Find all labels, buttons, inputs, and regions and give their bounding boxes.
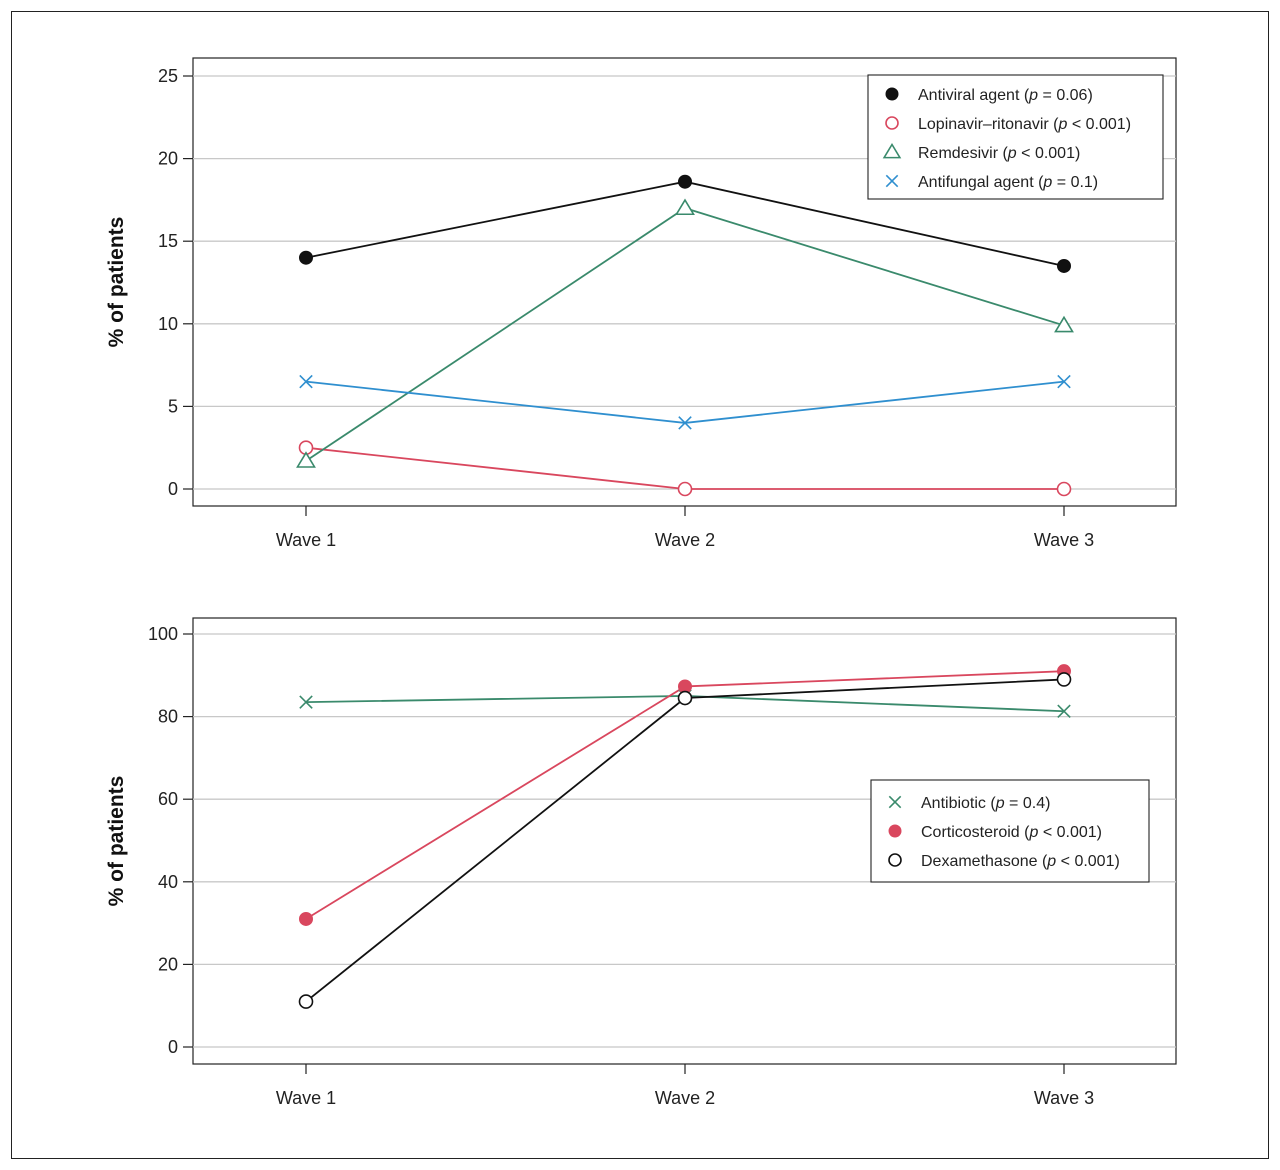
panel-1-series-3-point-2-stroke-b	[1057, 374, 1071, 389]
panel-2-series-2-point-2-shape	[1056, 672, 1072, 687]
panel-1-series-3-point-1	[678, 416, 692, 430]
panel-2-series-0-point-0	[299, 695, 313, 709]
panel-2-ytick-label-0: 0	[168, 1037, 178, 1057]
panel-2-legend-label-1: Corticosteroid (p < 0.001)	[921, 824, 1102, 841]
panel-1-series-1-point-2-shape	[1056, 481, 1072, 497]
panel-2-legend-box	[870, 779, 1150, 883]
panel-2-series-1-point-0	[299, 911, 313, 926]
panel-1-series-0-point-1	[678, 174, 692, 189]
panel-1-series-0-point-0-shape	[299, 250, 313, 265]
panel-1-series-3-point-0	[299, 374, 313, 389]
panel-1-series-2-point-0-shape	[296, 451, 316, 468]
panel-1-series-0-point-2	[1057, 258, 1071, 273]
panel-1-series-0-point-0	[299, 250, 313, 265]
panel-1-xtick-label-1: Wave 2	[655, 530, 715, 550]
panel-1-ytick-label-5: 25	[158, 66, 178, 86]
panel-2-ytick-label-5: 100	[148, 624, 178, 644]
panel-1-legend-label-0: Antiviral agent (p = 0.06)	[918, 87, 1093, 104]
panel-1-legend-marker-2-shape	[882, 142, 902, 159]
panel-1-legend-marker-0-shape	[885, 87, 899, 101]
panel-2-legend-marker-0	[888, 795, 902, 809]
panel-2-series-1-point-0-shape	[299, 911, 313, 926]
panel-2-xtick-label-1: Wave 2	[655, 1088, 715, 1108]
panel-2-ytick-label-1: 20	[158, 954, 178, 974]
panel-2-legend-marker-1-shape	[888, 824, 902, 838]
panel-2-ytick-label-2: 40	[158, 872, 178, 892]
panel-2-series-2-point-1	[677, 690, 693, 706]
panel-1-series-2-point-0	[296, 451, 316, 468]
panel-1-ytick-label-3: 15	[158, 231, 178, 251]
panel-2-series-0-point-0-stroke-b	[299, 695, 313, 709]
panel-1-series-1-point-1	[677, 481, 693, 497]
panel-2-series-2-point-1-shape	[677, 690, 693, 706]
panel-2-ytick-label-3: 60	[158, 789, 178, 809]
panel-1-xtick-label-2: Wave 3	[1034, 530, 1094, 550]
panel-1-legend-label-2: Remdesivir (p < 0.001)	[918, 145, 1080, 162]
panel-1-ytick-label-2: 10	[158, 314, 178, 334]
panel-2-series-2-point-2	[1056, 672, 1072, 687]
panel-1-series-1-point-2	[1056, 481, 1072, 497]
panel-2-legend-label-2: Dexamethasone (p < 0.001)	[921, 853, 1120, 870]
panel-1-legend-marker-3	[885, 174, 899, 188]
panel-1-y-axis-title: % of patients	[105, 217, 128, 348]
panel-1-series-2-point-2	[1054, 315, 1074, 333]
panel-2-xtick-label-2: Wave 3	[1034, 1088, 1094, 1108]
panel-1-legend-marker-3-stroke-b	[885, 174, 899, 188]
panel-1-series-2-point-1-shape	[675, 198, 695, 216]
panel-1-series-3-point-0-stroke-b	[299, 374, 313, 389]
panel-2-legend-marker-2	[888, 853, 902, 867]
panel-2-legend-label-0: Antibiotic (p = 0.4)	[921, 795, 1050, 812]
panel-2-series-0-point-2	[1057, 704, 1071, 718]
panel-2-series-0-point-2-stroke-b	[1057, 704, 1071, 718]
panel-1-series-2-point-1	[675, 198, 695, 216]
panel-1-legend-box	[867, 74, 1164, 200]
panel-1-ytick-label-0: 0	[168, 479, 178, 499]
panel-1-legend-label-1: Lopinavir–ritonavir (p < 0.001)	[918, 116, 1131, 133]
panel-2-y-axis-title: % of patients	[105, 776, 128, 907]
panel-1-ytick-label-4: 20	[158, 149, 178, 169]
panel-2-series-2-point-0-shape	[298, 994, 314, 1009]
panel-1-series-0-point-2-shape	[1057, 258, 1071, 273]
panel-1-series-0-point-1-shape	[678, 174, 692, 189]
panel-1-legend-marker-1-shape	[885, 116, 899, 130]
panel-1-legend-marker-0	[885, 87, 899, 101]
panel-1-legend-label-3: Antifungal agent (p = 0.1)	[918, 174, 1098, 191]
panel-2-series-2-point-0	[298, 994, 314, 1009]
panel-1-ytick-label-1: 5	[168, 396, 178, 416]
figure-frame	[11, 11, 1269, 1159]
panel-2-legend-marker-0-stroke-b	[888, 795, 902, 809]
panel-1-series-1-point-1-shape	[677, 481, 693, 497]
panel-2-legend-marker-2-shape	[888, 853, 902, 867]
panel-2-legend-marker-1	[888, 824, 902, 838]
panel-2-xtick-label-0: Wave 1	[276, 1088, 336, 1108]
panel-1-series-2-point-2-shape	[1054, 315, 1074, 333]
panel-1-legend-marker-2	[882, 142, 902, 159]
panel-1-series-3-point-1-stroke-b	[678, 416, 692, 430]
panel-1-legend-marker-1	[885, 116, 899, 130]
panel-1-series-3-point-2	[1057, 374, 1071, 389]
panel-2-ytick-label-4: 80	[158, 707, 178, 727]
panel-1-xtick-label-0: Wave 1	[276, 530, 336, 550]
